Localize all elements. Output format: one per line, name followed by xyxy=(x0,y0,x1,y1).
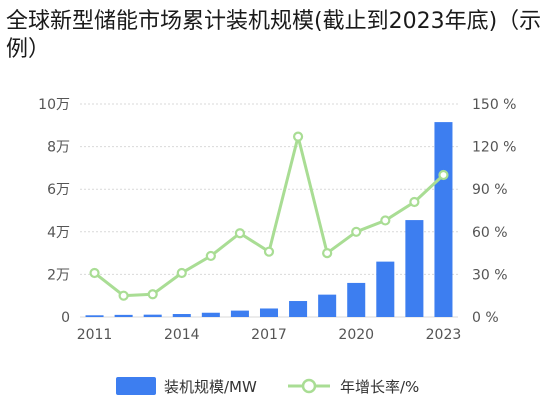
bar xyxy=(376,261,395,317)
right-tick-label: 90 % xyxy=(472,182,508,198)
left-tick-label: 4万 xyxy=(47,225,70,241)
bar xyxy=(230,310,249,317)
right-tick-label: 30 % xyxy=(472,267,508,283)
x-tick-label: 2023 xyxy=(426,327,462,343)
bar xyxy=(318,294,337,317)
left-tick-label: 8万 xyxy=(47,140,70,156)
bar xyxy=(114,314,133,317)
right-tick-label: 150 % xyxy=(472,97,516,113)
x-axis-ticks: 2011 2014 2017 2020 2023 xyxy=(77,327,462,343)
line-point xyxy=(147,289,158,300)
line-point xyxy=(234,228,246,239)
line-point xyxy=(438,169,449,181)
x-tick-label: 2011 xyxy=(77,327,113,343)
bar xyxy=(347,282,366,317)
line-point xyxy=(205,250,216,262)
bar xyxy=(201,312,220,317)
left-axis-ticks: 0 2万 4万 6万 8万 10万 xyxy=(38,97,70,326)
legend-bar-swatch xyxy=(116,377,156,395)
line-point xyxy=(176,267,187,279)
right-tick-label: 60 % xyxy=(472,225,508,241)
x-tick-label: 2020 xyxy=(338,327,374,343)
bar xyxy=(143,314,162,317)
chart-title: 全球新型储能市场累计装机规模(截止到2023年底)（示例） xyxy=(6,9,542,62)
left-tick-label: 10万 xyxy=(38,97,70,113)
line-point xyxy=(351,226,362,237)
legend-line-marker xyxy=(301,378,317,394)
left-tick-label: 0 xyxy=(61,310,70,326)
line-point xyxy=(409,196,420,208)
x-tick-label: 2014 xyxy=(164,327,200,343)
line-point xyxy=(263,246,275,257)
left-tick-label: 6万 xyxy=(47,182,70,198)
bar xyxy=(289,301,308,317)
line-point xyxy=(380,215,391,226)
bar xyxy=(85,315,104,317)
legend-line-label: 年增长率/% xyxy=(340,378,419,396)
legend: 装机规模/MW 年增长率/% xyxy=(116,377,419,396)
left-tick-label: 2万 xyxy=(47,267,70,283)
x-tick-label: 2017 xyxy=(251,327,287,343)
bar xyxy=(172,314,191,317)
legend-bar-label: 装机规模/MW xyxy=(164,378,257,396)
line-point xyxy=(89,267,100,279)
right-axis-ticks: 0 % 30 % 60 % 90 % 120 % 150 % xyxy=(472,97,516,326)
bar-series xyxy=(85,122,453,317)
bar xyxy=(259,308,279,317)
bar xyxy=(405,220,424,317)
right-tick-label: 0 % xyxy=(472,310,499,326)
line-point xyxy=(322,248,333,259)
line-point xyxy=(118,290,129,301)
bar xyxy=(434,122,453,317)
line-point xyxy=(292,131,304,142)
line-series xyxy=(89,131,449,301)
right-tick-label: 120 % xyxy=(472,140,516,156)
